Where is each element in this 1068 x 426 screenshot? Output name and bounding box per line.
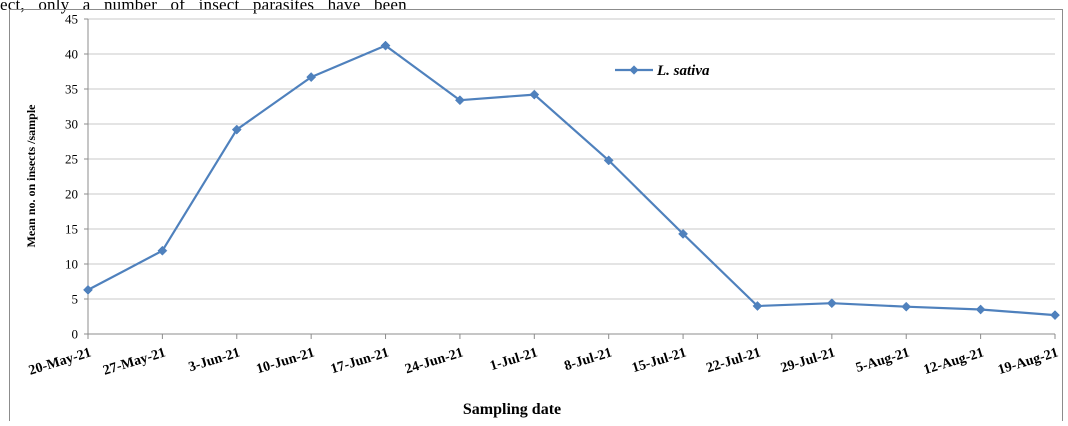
x-tick-label: 20-May-21 bbox=[27, 345, 93, 378]
legend-diamond-marker bbox=[629, 65, 639, 75]
x-tick-label: 12-Aug-21 bbox=[922, 345, 986, 378]
x-tick-label: 1-Jul-21 bbox=[488, 345, 539, 374]
y-tick-label: 45 bbox=[65, 12, 78, 27]
x-tick-label: 8-Jul-21 bbox=[563, 345, 614, 374]
y-tick-label: 15 bbox=[65, 222, 78, 237]
data-point bbox=[826, 298, 837, 309]
data-point bbox=[454, 95, 465, 106]
data-series bbox=[83, 40, 1060, 321]
y-tick-label: 10 bbox=[65, 257, 78, 272]
axes bbox=[84, 18, 1056, 339]
x-tick-label: 3-Jun-21 bbox=[187, 345, 242, 375]
data-point bbox=[83, 284, 93, 295]
y-tick-label: 40 bbox=[65, 47, 78, 62]
data-point bbox=[157, 245, 168, 256]
data-point bbox=[603, 155, 614, 166]
y-tick-labels: 0 5 10 15 20 25 30 35 40 45 bbox=[65, 12, 78, 342]
y-tick-label: 5 bbox=[72, 292, 79, 307]
y-tick-label: 25 bbox=[65, 152, 78, 167]
y-tick-label: 30 bbox=[65, 117, 78, 132]
y-tick-label: 0 bbox=[72, 327, 79, 342]
data-point bbox=[678, 228, 689, 239]
x-tick-label: 22-Jul-21 bbox=[705, 345, 763, 376]
data-point bbox=[529, 89, 540, 100]
x-tick-label: 5-Aug-21 bbox=[854, 345, 911, 375]
x-tick-label: 27-May-21 bbox=[101, 345, 167, 378]
partial-body-text: ect, only a number of insect parasites h… bbox=[0, 0, 407, 14]
series-line bbox=[87, 44, 1056, 317]
data-point bbox=[901, 301, 912, 312]
legend: L. sativa bbox=[615, 63, 710, 79]
data-point bbox=[380, 40, 391, 51]
y-axis-title: Mean no. on insects /sample bbox=[24, 104, 38, 248]
gridlines bbox=[88, 18, 1055, 300]
x-tick-label: 17-Jun-21 bbox=[329, 345, 391, 377]
data-point bbox=[752, 301, 763, 311]
y-tick-label: 35 bbox=[65, 82, 78, 97]
x-tick-label: 15-Jul-21 bbox=[630, 345, 688, 376]
x-tick-label: 10-Jun-21 bbox=[255, 345, 317, 377]
chart-frame bbox=[9, 9, 1063, 421]
x-tick-label: 29-Jul-21 bbox=[779, 345, 837, 376]
data-point bbox=[1050, 310, 1060, 321]
x-axis-title: Sampling date bbox=[463, 401, 561, 418]
legend-label: L. sativa bbox=[656, 63, 710, 79]
x-tick-label: 24-Jun-21 bbox=[403, 345, 465, 377]
data-point bbox=[306, 72, 317, 83]
y-tick-label: 20 bbox=[65, 187, 78, 202]
data-point bbox=[231, 124, 242, 135]
x-tick-label: 19-Aug-21 bbox=[996, 345, 1060, 378]
x-tick-labels: 20-May-21 27-May-21 3-Jun-21 10-Jun-21 17-Ju… bbox=[27, 345, 1060, 378]
data-point bbox=[975, 304, 986, 315]
